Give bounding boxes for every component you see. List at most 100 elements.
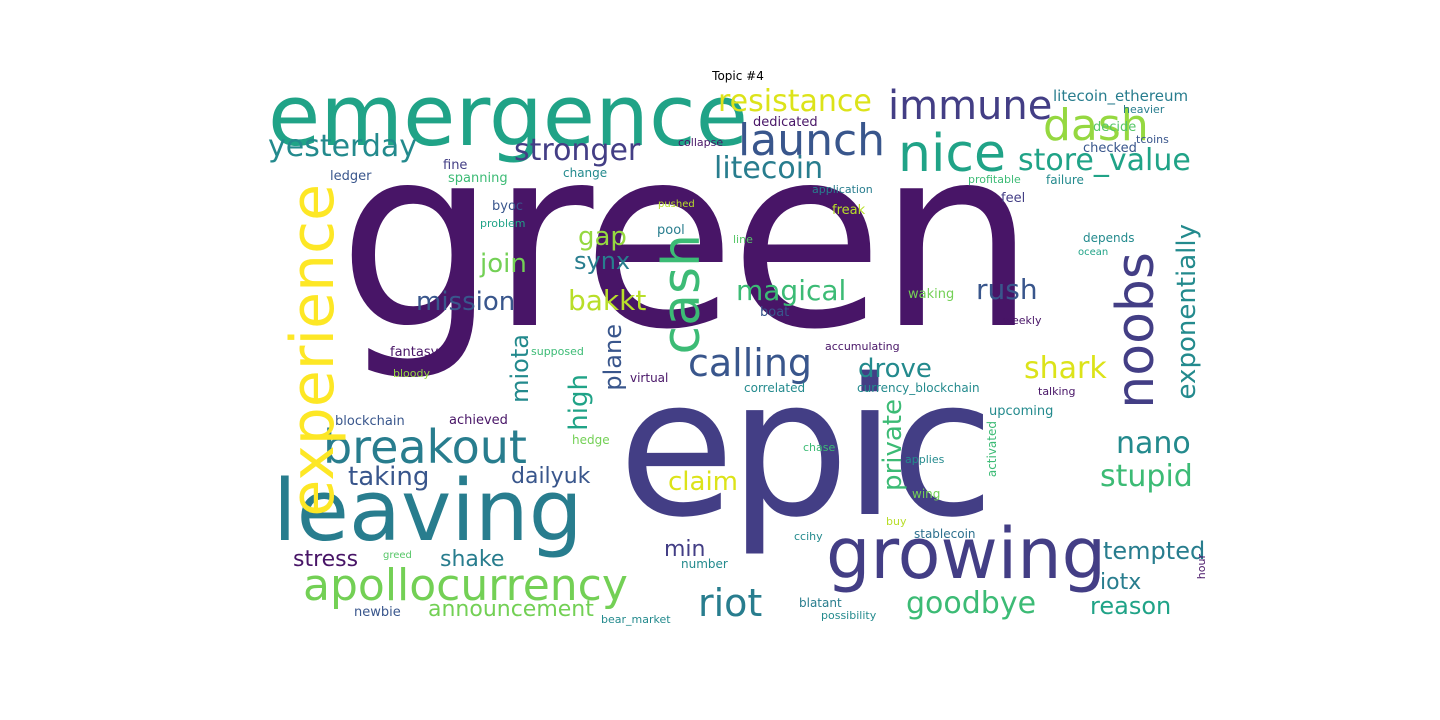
word-activated: activated bbox=[985, 421, 999, 478]
word-waking: waking bbox=[908, 287, 955, 302]
word-magical: magical bbox=[736, 274, 847, 307]
word-calling: calling bbox=[688, 341, 813, 385]
word-reason: reason bbox=[1090, 592, 1172, 620]
word-apollocurrency: apollocurrency bbox=[303, 560, 628, 611]
word-newbie: newbie bbox=[354, 605, 401, 620]
word-leaving: leaving bbox=[273, 462, 583, 561]
word-nice: nice bbox=[898, 124, 1006, 184]
word-heavier: heavier bbox=[1123, 103, 1165, 116]
word-profitable: profitable bbox=[968, 173, 1021, 186]
word-byoc: byoc bbox=[492, 199, 524, 214]
word-goodbye: goodbye bbox=[906, 586, 1037, 621]
word-nano: nano bbox=[1116, 426, 1191, 461]
word-collapse: collapse bbox=[678, 136, 724, 149]
word-fantasy: fantasy bbox=[390, 345, 439, 360]
word-join: join bbox=[480, 249, 527, 279]
word-possibility: possibility bbox=[821, 609, 877, 622]
word-line: line bbox=[733, 233, 753, 246]
word-failure: failure bbox=[1046, 173, 1084, 187]
word-wing: wing bbox=[912, 487, 941, 501]
word-noobs: noobs bbox=[1106, 252, 1166, 409]
word-stupid: stupid bbox=[1100, 459, 1193, 494]
word-ledger: ledger bbox=[330, 169, 372, 184]
word-blatant: blatant bbox=[799, 596, 842, 610]
word-applies: applies bbox=[905, 453, 945, 466]
word-bakkt: bakkt bbox=[568, 284, 647, 317]
word-hedge: hedge bbox=[572, 433, 610, 447]
word-claim: claim bbox=[668, 467, 739, 497]
word-pool: pool bbox=[657, 223, 685, 238]
word-stress: stress bbox=[293, 547, 359, 572]
word-green: green bbox=[338, 93, 1036, 384]
word-buy: buy bbox=[886, 515, 907, 528]
word-blockchain: blockchain bbox=[335, 414, 405, 429]
word-feel: feel bbox=[1001, 191, 1026, 206]
word-freak: freak bbox=[832, 203, 866, 218]
word-breakout: breakout bbox=[323, 420, 527, 474]
word-drove: drove bbox=[858, 354, 932, 384]
word-yesterday: yesterday bbox=[268, 129, 418, 164]
word-ccihy: ccihy bbox=[794, 530, 823, 543]
word-tcoins: tcoins bbox=[1136, 133, 1169, 146]
word-achieved: achieved bbox=[449, 413, 508, 428]
word-change: change bbox=[563, 166, 608, 180]
word-dash: dash bbox=[1043, 100, 1149, 151]
word-decide: decide bbox=[1093, 120, 1137, 135]
word-application: application bbox=[812, 183, 873, 196]
word-plane: plane bbox=[599, 324, 627, 391]
word-exponentially: exponentially bbox=[1172, 224, 1202, 400]
word-dedicated: dedicated bbox=[753, 115, 818, 130]
word-miota: miota bbox=[506, 334, 534, 403]
word-taking: taking bbox=[348, 462, 430, 492]
word-chase: chase bbox=[803, 441, 836, 454]
word-greed: greed bbox=[383, 550, 412, 561]
word-problem: problem bbox=[480, 217, 526, 230]
word-resistance: resistance bbox=[718, 84, 872, 119]
word-stablecoin: stablecoin bbox=[914, 527, 976, 541]
word-high: high bbox=[564, 374, 594, 431]
word-dailyuk: dailyuk bbox=[511, 464, 591, 489]
word-mission: mission bbox=[416, 287, 516, 317]
word-experience: experience bbox=[278, 184, 348, 517]
word-store-value: store_value bbox=[1018, 143, 1191, 178]
word-gap: gap bbox=[578, 222, 627, 252]
word-talking: talking bbox=[1038, 385, 1076, 398]
word-pushed: pushed bbox=[658, 199, 695, 210]
word-rush: rush bbox=[976, 273, 1038, 306]
word-emergence: emergence bbox=[268, 84, 748, 166]
word-growing: growing bbox=[826, 513, 1106, 595]
word-hour: hour bbox=[1195, 554, 1208, 580]
word-litecoin: litecoin bbox=[714, 151, 824, 186]
word-correlated: correlated bbox=[744, 381, 806, 395]
word-spanning: spanning bbox=[448, 171, 508, 186]
word-shark: shark bbox=[1024, 351, 1107, 386]
word-launch: launch bbox=[738, 115, 886, 166]
word-weekly: weekly bbox=[1003, 314, 1042, 327]
word-ocean: ocean bbox=[1078, 247, 1109, 258]
word-depends: depends bbox=[1083, 231, 1135, 245]
word-private: private bbox=[878, 399, 908, 491]
word-shake: shake bbox=[440, 547, 505, 572]
word-number: number bbox=[681, 557, 728, 571]
word-riot: riot bbox=[698, 581, 763, 625]
word-cloud: green epic emergence leaving growing apollocu… bbox=[268, 84, 1220, 632]
word-accumulating: accumulating bbox=[825, 340, 900, 353]
word-fine: fine bbox=[443, 158, 468, 173]
word-supposed: supposed bbox=[531, 345, 584, 358]
word-currency-blockchain: currency_blockchain bbox=[857, 381, 980, 395]
word-bear-market: bear_market bbox=[601, 613, 671, 626]
word-announcement: announcement bbox=[428, 597, 594, 622]
word-checked: checked bbox=[1083, 141, 1137, 156]
word-cash: cash bbox=[652, 234, 712, 355]
word-min: min bbox=[664, 537, 706, 562]
word-stronger: stronger bbox=[514, 133, 641, 168]
word-bloody: bloody bbox=[393, 367, 430, 380]
word-virtual: virtual bbox=[630, 371, 669, 385]
word-litecoin-ethereum: litecoin_ethereum bbox=[1053, 87, 1189, 105]
word-tempted: tempted bbox=[1103, 537, 1206, 565]
word-synx: synx bbox=[574, 247, 631, 275]
word-boat: boat bbox=[760, 305, 790, 320]
word-iotx: iotx bbox=[1100, 570, 1142, 595]
word-upcoming: upcoming bbox=[989, 404, 1054, 419]
